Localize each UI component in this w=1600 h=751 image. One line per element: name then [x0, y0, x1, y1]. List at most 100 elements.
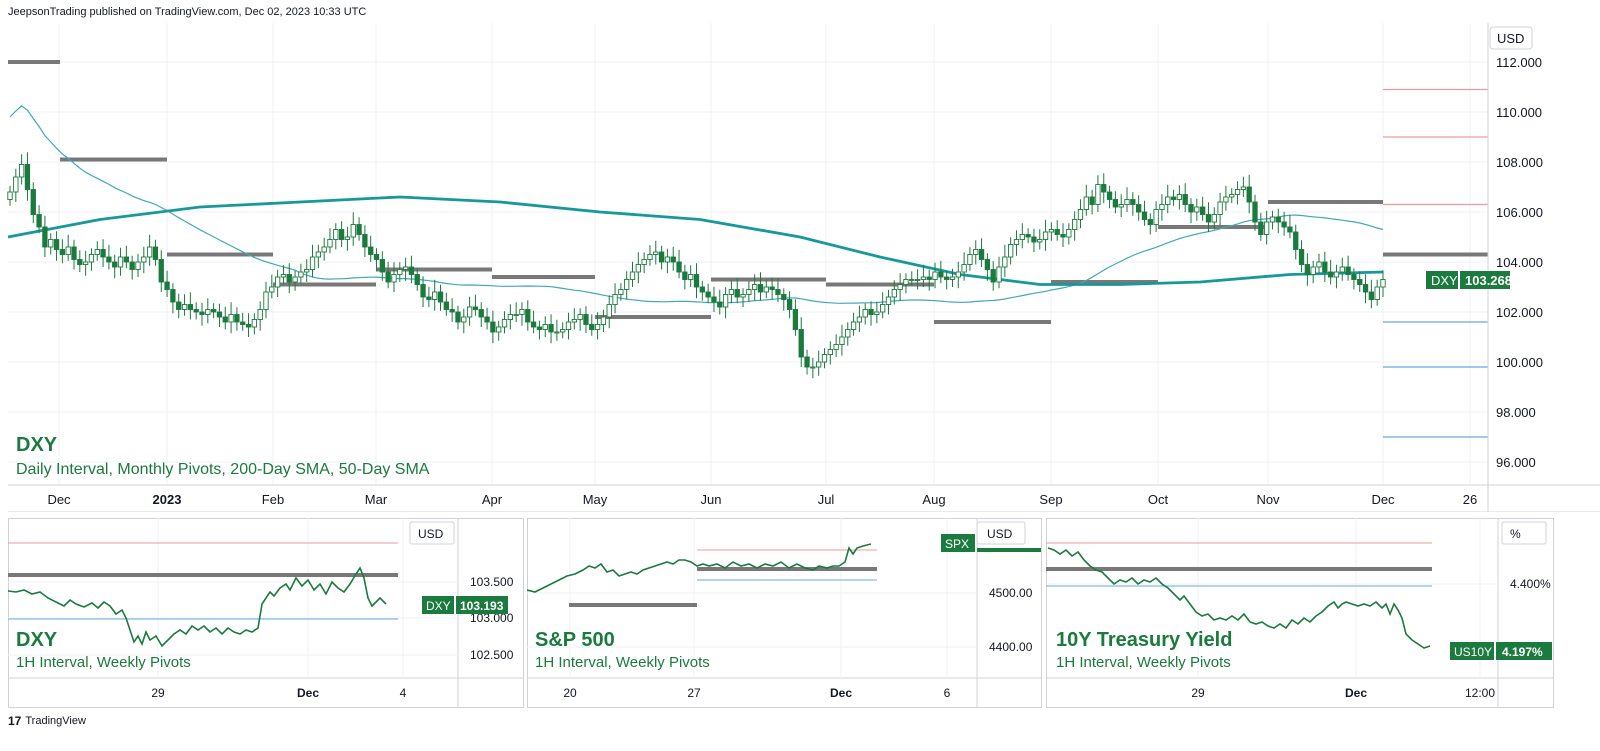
candle-body — [1293, 231, 1299, 250]
candle-body — [781, 294, 787, 300]
tradingview-footer[interactable]: 17 TradingView — [8, 714, 86, 728]
candle-body — [554, 331, 560, 334]
candle-body — [77, 259, 83, 265]
candle-body — [705, 291, 711, 298]
candle-body — [699, 286, 705, 293]
candle-body — [315, 251, 321, 258]
candle-body — [484, 316, 490, 323]
candle-body — [1322, 261, 1328, 273]
candle-body — [1182, 194, 1188, 205]
sub1-currency: USD — [418, 527, 444, 541]
main-title: DXY — [16, 434, 58, 456]
x-tick: Jun — [701, 492, 722, 507]
candle-body — [920, 276, 927, 280]
candle-body — [909, 279, 915, 281]
candle-body — [1013, 239, 1020, 245]
candle-body — [525, 309, 531, 323]
candle-body — [676, 261, 682, 273]
candle-body — [874, 311, 880, 315]
y-tick: 104.000 — [1496, 255, 1543, 270]
candle-body — [1281, 221, 1287, 228]
y-tick: 112.000 — [1496, 55, 1542, 70]
candle-body — [624, 279, 630, 290]
candle-body — [1275, 216, 1281, 223]
candle-body — [94, 249, 100, 255]
candle-body — [542, 324, 548, 330]
candle-body — [42, 226, 48, 248]
candle-body — [30, 189, 36, 215]
candle-body — [327, 239, 333, 248]
candle-body — [1339, 266, 1345, 273]
sub3-title: 10Y Treasury Yield — [1056, 629, 1232, 651]
candle-body — [385, 271, 391, 283]
sub1-tag-symbol: DXY — [426, 599, 451, 613]
candle-body — [466, 306, 473, 318]
candle-body — [728, 289, 735, 295]
candle-body — [1229, 194, 1235, 198]
candle-body — [432, 291, 438, 300]
candle-body — [408, 266, 415, 275]
candle-body — [507, 314, 513, 320]
y-tick: 102.000 — [1496, 305, 1543, 320]
candle-body — [402, 266, 409, 270]
candle-body — [1240, 186, 1247, 190]
candle-body — [344, 236, 351, 240]
candle-body — [1194, 206, 1200, 213]
candle-body — [1368, 291, 1375, 300]
candle-body — [880, 304, 886, 313]
candle-body — [362, 234, 368, 248]
candle-body — [234, 314, 240, 323]
candle-body — [1351, 274, 1357, 280]
candle-body — [734, 289, 740, 298]
candle-body — [1060, 234, 1066, 238]
x-tick: Jul — [818, 492, 835, 507]
candle-body — [1165, 196, 1171, 205]
candle-body — [321, 246, 327, 253]
candle-body — [1083, 196, 1089, 210]
candle-body — [658, 251, 665, 263]
sub-chart-us10y[interactable]: % 4.400% 29 Dec 12:00 US10Y 4.197% 10Y Tre… — [1046, 518, 1554, 708]
candle-body — [990, 269, 996, 283]
candle-body — [606, 304, 612, 318]
sub-chart-dxy[interactable]: USD 103.500 103.000 102.500 29 Dec 4 DXY 103… — [8, 518, 524, 708]
candle-body — [978, 249, 985, 260]
candle-body — [996, 266, 1002, 283]
x-tick: 27 — [687, 686, 701, 700]
candle-body — [1112, 199, 1119, 208]
candle-body — [414, 274, 420, 285]
candle-body — [420, 284, 426, 298]
sub2-title: S&P 500 — [535, 629, 615, 651]
candle-body — [368, 246, 374, 255]
x-tick: 29 — [1191, 686, 1205, 700]
candle-body — [746, 289, 752, 295]
candle-body — [589, 324, 595, 330]
candle-body — [786, 299, 793, 310]
candle-body — [1258, 221, 1264, 235]
candle-body — [1141, 211, 1148, 220]
candle-body — [850, 321, 857, 330]
candle-body — [577, 314, 583, 320]
currency-box[interactable] — [1489, 26, 1533, 50]
candle-body — [292, 276, 298, 283]
candle-body — [757, 284, 764, 293]
candle-body — [885, 296, 892, 305]
y-tick: 110.000 — [1496, 105, 1542, 120]
candle-body — [245, 324, 252, 328]
candle-body — [1054, 229, 1060, 235]
candle-body — [1124, 199, 1130, 205]
candle-body — [635, 264, 641, 273]
candle-body — [24, 164, 31, 190]
candle-body — [187, 304, 194, 310]
candle-body — [53, 239, 60, 250]
candle-body — [949, 276, 956, 280]
main-chart[interactable]: USD 112.000 110.000 108.000 106.000 104.000 1… — [0, 0, 1600, 512]
candle-body — [274, 276, 281, 288]
candle-body — [1101, 184, 1107, 193]
candle-body — [763, 286, 769, 293]
candle-body — [845, 329, 851, 338]
candle-body — [1234, 189, 1241, 195]
y-tick: 108.000 — [1496, 155, 1543, 170]
candle-body — [1136, 204, 1142, 213]
x-tick: Aug — [922, 492, 945, 507]
